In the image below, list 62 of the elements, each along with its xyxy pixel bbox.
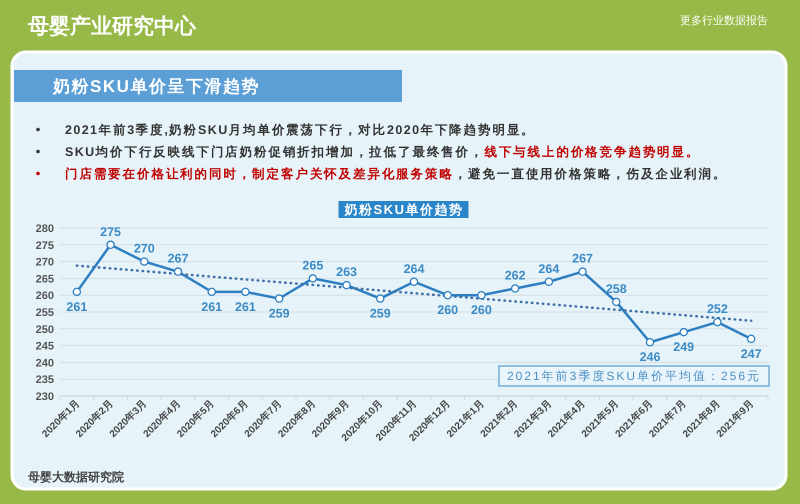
- y-tick-label: 260: [36, 290, 54, 302]
- y-tick-label: 245: [36, 340, 54, 353]
- data-label: 262: [504, 268, 526, 282]
- data-label: 264: [404, 262, 424, 276]
- text: 门店需要在价格让利的同时，制定客户关怀及差异化服务策略，避免一直使用价格策略，伤及企业利润。: [65, 166, 728, 181]
- data-label: 246: [640, 350, 660, 364]
- data-label: 265: [302, 258, 324, 272]
- data-label: 263: [336, 265, 358, 280]
- y-tick-label: 240: [36, 357, 54, 370]
- y-tick-label: 235: [36, 374, 54, 386]
- data-label: 247: [740, 346, 762, 361]
- data-label: 261: [66, 300, 88, 314]
- y-tick-label: 255: [36, 307, 54, 319]
- text: 母婴产业研究中心: [27, 14, 197, 38]
- y-tick-label: 265: [36, 273, 54, 286]
- point: [544, 278, 554, 286]
- point: [274, 294, 284, 303]
- annotation: 2021年前3季度SKU单价平均值：256元: [506, 369, 762, 383]
- point: [106, 240, 115, 250]
- point: [241, 288, 250, 296]
- data-label: 261: [235, 300, 256, 314]
- text: 母婴大数据研究院: [27, 470, 124, 484]
- y-tick-label: 250: [36, 324, 54, 336]
- text: SKU均价下行反映线下门店奶粉促销折扣增加，拉低了最终售价，线下与线上的价格竞争趋势明显。: [65, 144, 700, 159]
- chart-subtitle: 奶粉SKU单价趋势: [344, 202, 464, 217]
- point: [646, 338, 654, 346]
- point: [612, 298, 621, 306]
- data-label: 259: [370, 306, 391, 321]
- text: 2021年前3季度,奶粉SKU月均单价震荡下行，对比2020年下降趋势明显。: [65, 122, 536, 137]
- point: [679, 328, 688, 336]
- y-tick-label: 275: [36, 240, 54, 252]
- point: [713, 318, 722, 326]
- data-label: 261: [201, 300, 222, 314]
- point: [72, 288, 82, 296]
- data-label: 260: [471, 303, 492, 318]
- data-label: 267: [168, 252, 188, 266]
- point: [174, 267, 182, 276]
- point: [376, 294, 385, 303]
- point: [410, 278, 418, 286]
- point: [510, 284, 520, 293]
- point: [308, 274, 318, 283]
- data-label: 260: [437, 303, 458, 318]
- data-label: 267: [572, 252, 594, 266]
- chart-title: 奶粉SKU单价呈下滑趋势: [52, 77, 260, 96]
- point: [342, 280, 351, 290]
- point: [746, 334, 756, 344]
- y-tick-label: 270: [36, 256, 54, 269]
- point: [443, 290, 452, 300]
- point: [207, 288, 216, 296]
- data-label: 270: [134, 242, 155, 256]
- data-label: 258: [606, 282, 627, 296]
- text: 更多行业数据报告: [680, 14, 768, 27]
- data-label: 252: [707, 302, 728, 316]
- y-tick-label: 280: [36, 223, 54, 235]
- data-label: 249: [673, 340, 694, 354]
- data-label: 259: [268, 306, 290, 321]
- data-label: 275: [100, 224, 122, 239]
- data-label: 264: [538, 262, 560, 276]
- point: [140, 257, 149, 266]
- point: [477, 290, 486, 300]
- point: [578, 267, 587, 276]
- y-tick-label: 230: [36, 391, 54, 403]
